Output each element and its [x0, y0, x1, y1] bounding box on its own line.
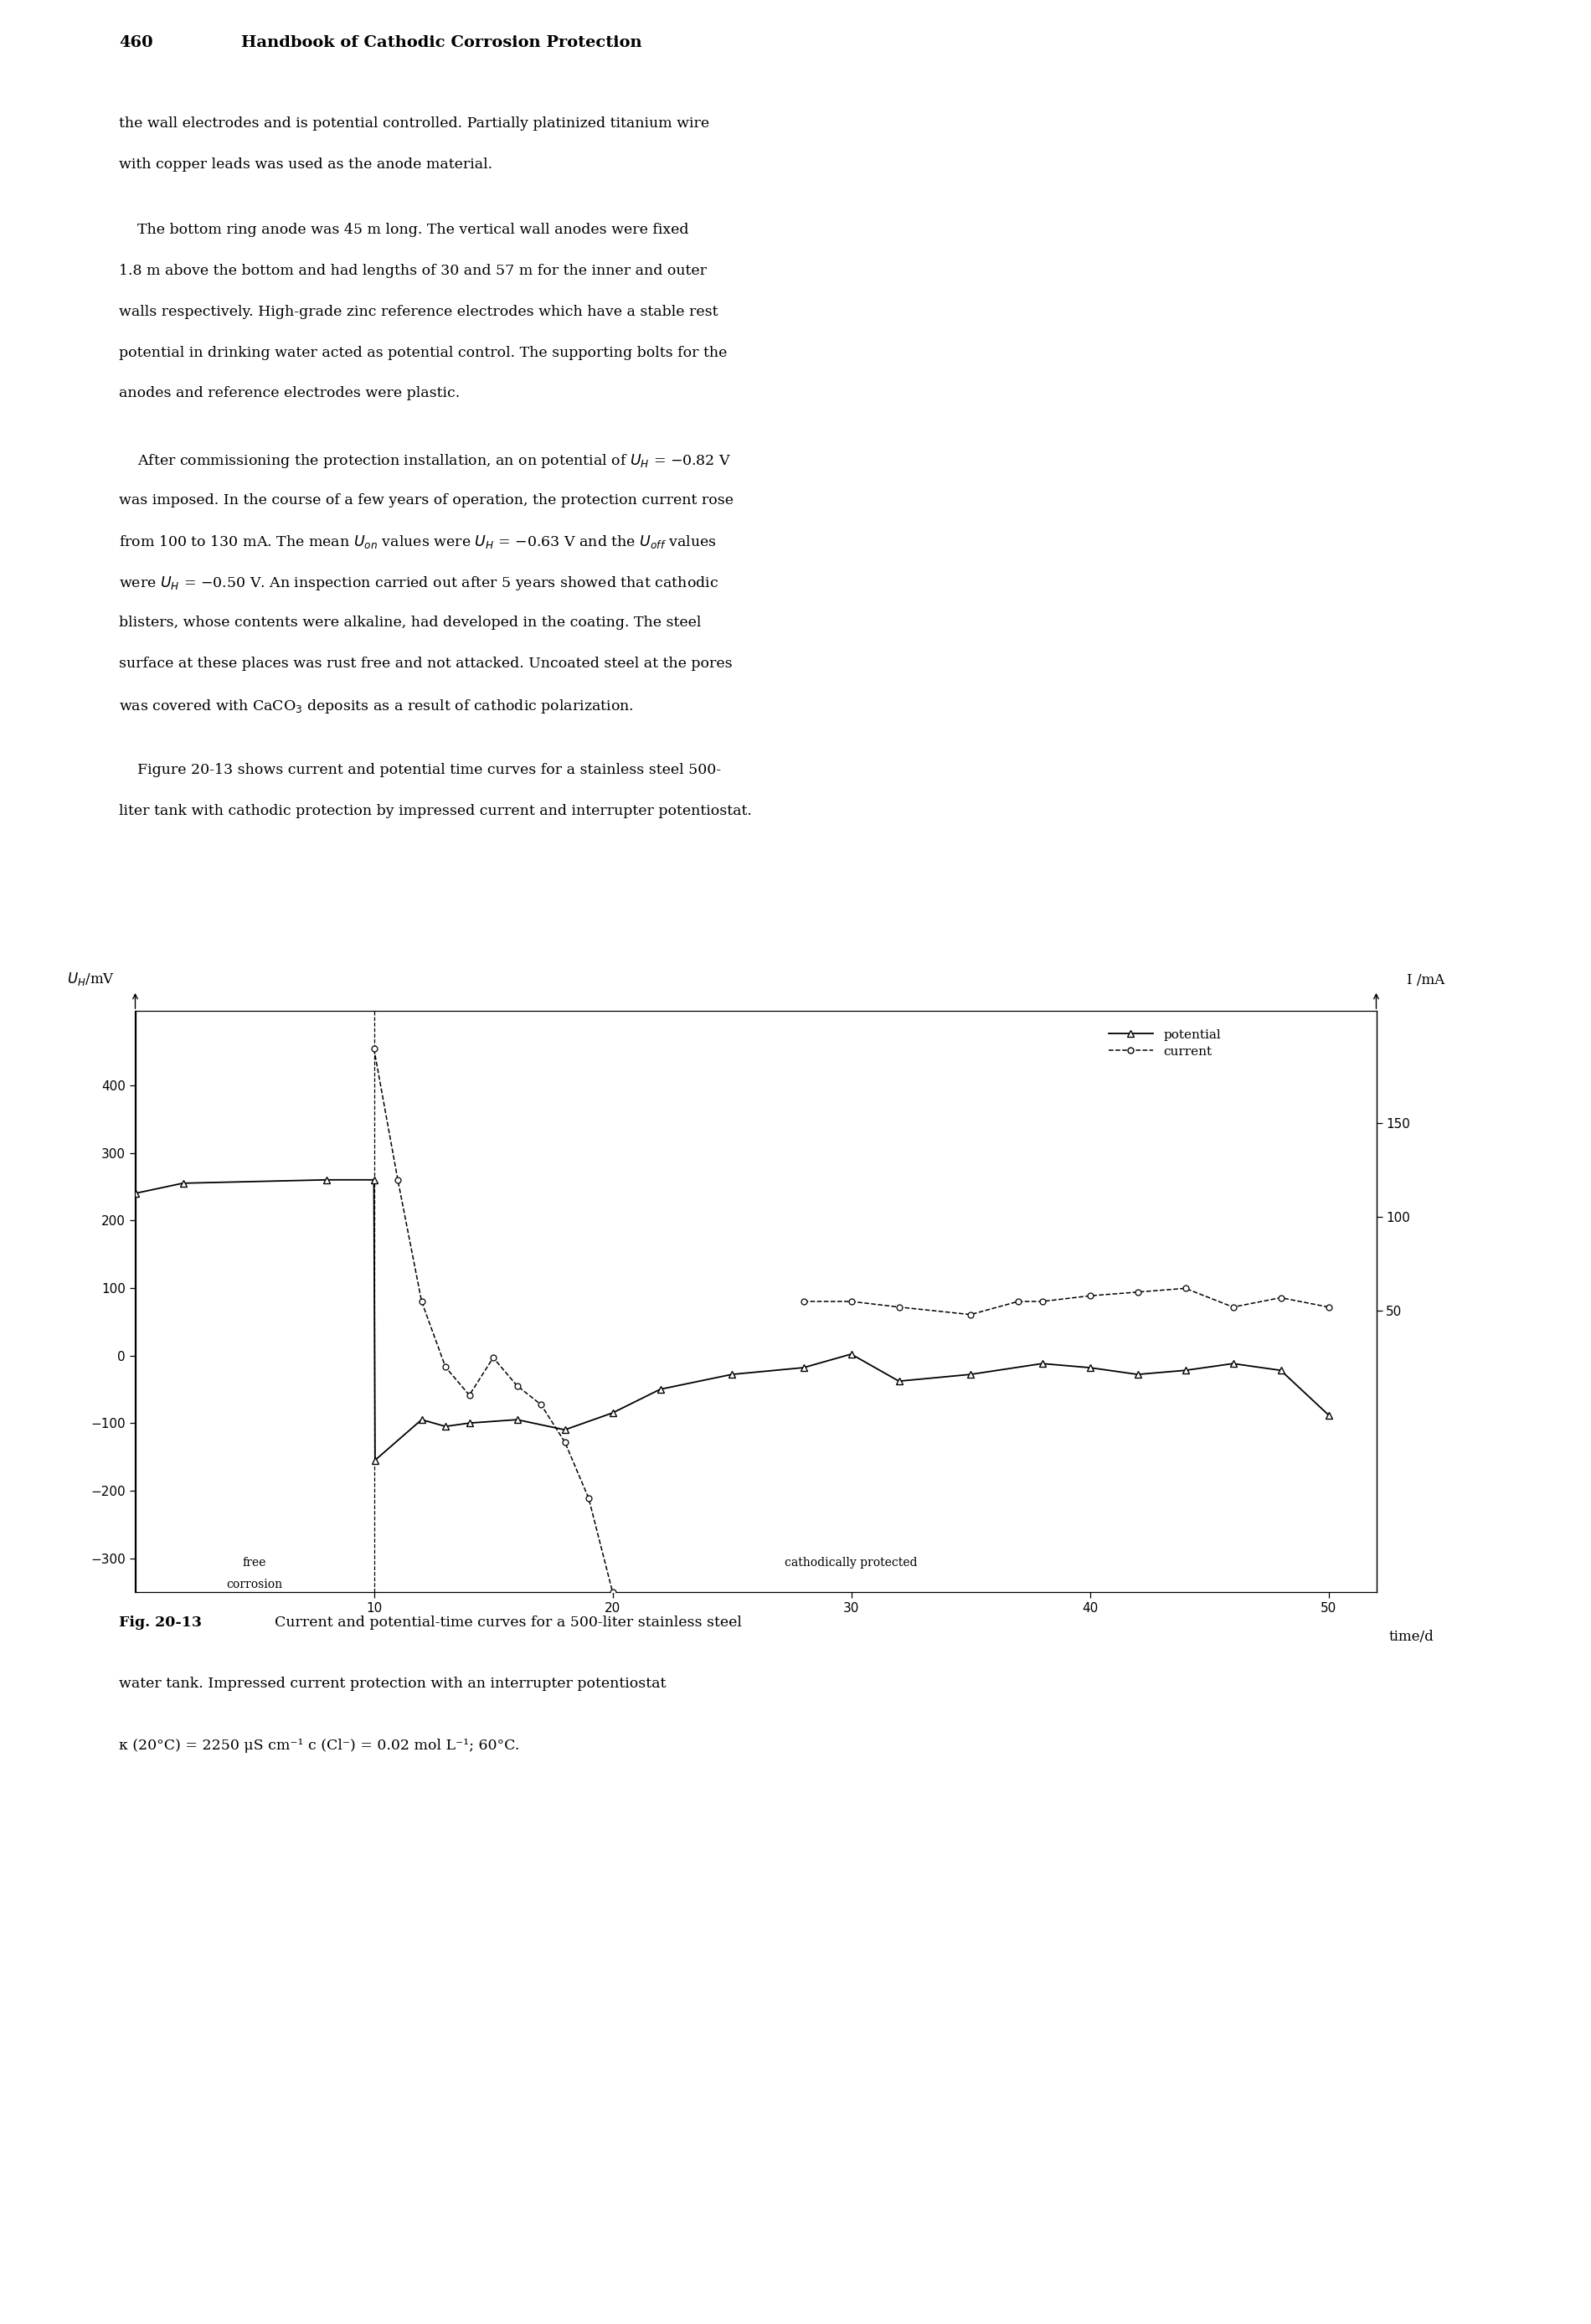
Text: I /mA: I /mA: [1406, 974, 1445, 988]
Text: cathodically protected: cathodically protected: [784, 1557, 918, 1569]
Text: blisters, whose contents were alkaline, had developed in the coating. The steel: blisters, whose contents were alkaline, …: [119, 616, 702, 630]
Text: 1.8 m above the bottom and had lengths of 30 and 57 m for the inner and outer: 1.8 m above the bottom and had lengths o…: [119, 263, 706, 279]
Text: was covered with CaCO$_3$ deposits as a result of cathodic polarization.: was covered with CaCO$_3$ deposits as a …: [119, 697, 635, 716]
Text: Current and potential-time curves for a 500-liter stainless steel: Current and potential-time curves for a …: [275, 1615, 741, 1629]
Text: Fig. 20-13: Fig. 20-13: [119, 1615, 202, 1629]
Text: κ (20°C) = 2250 μS cm⁻¹ c (Cl⁻) = 0.02 mol L⁻¹; 60°C.: κ (20°C) = 2250 μS cm⁻¹ c (Cl⁻) = 0.02 m…: [119, 1738, 520, 1752]
Text: liter tank with cathodic protection by impressed current and interrupter potenti: liter tank with cathodic protection by i…: [119, 804, 753, 818]
Text: The bottom ring anode was 45 m long. The vertical wall anodes were fixed: The bottom ring anode was 45 m long. The…: [119, 223, 689, 237]
Text: was imposed. In the course of a few years of operation, the protection current r: was imposed. In the course of a few year…: [119, 493, 733, 507]
Text: surface at these places was rust free and not attacked. Uncoated steel at the po: surface at these places was rust free an…: [119, 658, 733, 672]
Text: After commissioning the protection installation, an on potential of $U_H$ = −0.8: After commissioning the protection insta…: [119, 451, 732, 469]
Text: free: free: [243, 1557, 266, 1569]
Text: water tank. Impressed current protection with an interrupter potentiostat: water tank. Impressed current protection…: [119, 1678, 667, 1692]
Legend: potential, current: potential, current: [1109, 1030, 1220, 1057]
Text: the wall electrodes and is potential controlled. Partially platinized titanium w: the wall electrodes and is potential con…: [119, 116, 710, 130]
Text: anodes and reference electrodes were plastic.: anodes and reference electrodes were pla…: [119, 386, 460, 400]
Text: potential in drinking water acted as potential control. The supporting bolts for: potential in drinking water acted as pot…: [119, 346, 727, 360]
Text: walls respectively. High-grade zinc reference electrodes which have a stable res: walls respectively. High-grade zinc refe…: [119, 304, 719, 318]
Text: time/d: time/d: [1389, 1629, 1433, 1643]
Text: were $U_H$ = −0.50 V. An inspection carried out after 5 years showed that cathod: were $U_H$ = −0.50 V. An inspection carr…: [119, 574, 719, 593]
Text: Figure 20-13 shows current and potential time curves for a stainless steel 500-: Figure 20-13 shows current and potential…: [119, 762, 721, 779]
Text: with copper leads was used as the anode material.: with copper leads was used as the anode …: [119, 158, 493, 172]
Text: corrosion: corrosion: [226, 1578, 283, 1590]
Text: from 100 to 130 mA. The mean $U_{on}$ values were $U_H$ = −0.63 V and the $U_{of: from 100 to 130 mA. The mean $U_{on}$ va…: [119, 535, 718, 551]
Text: 460: 460: [119, 35, 153, 49]
Text: $U_H$/mV: $U_H$/mV: [67, 971, 115, 988]
Text: Handbook of Cathodic Corrosion Protection: Handbook of Cathodic Corrosion Protectio…: [242, 35, 641, 49]
